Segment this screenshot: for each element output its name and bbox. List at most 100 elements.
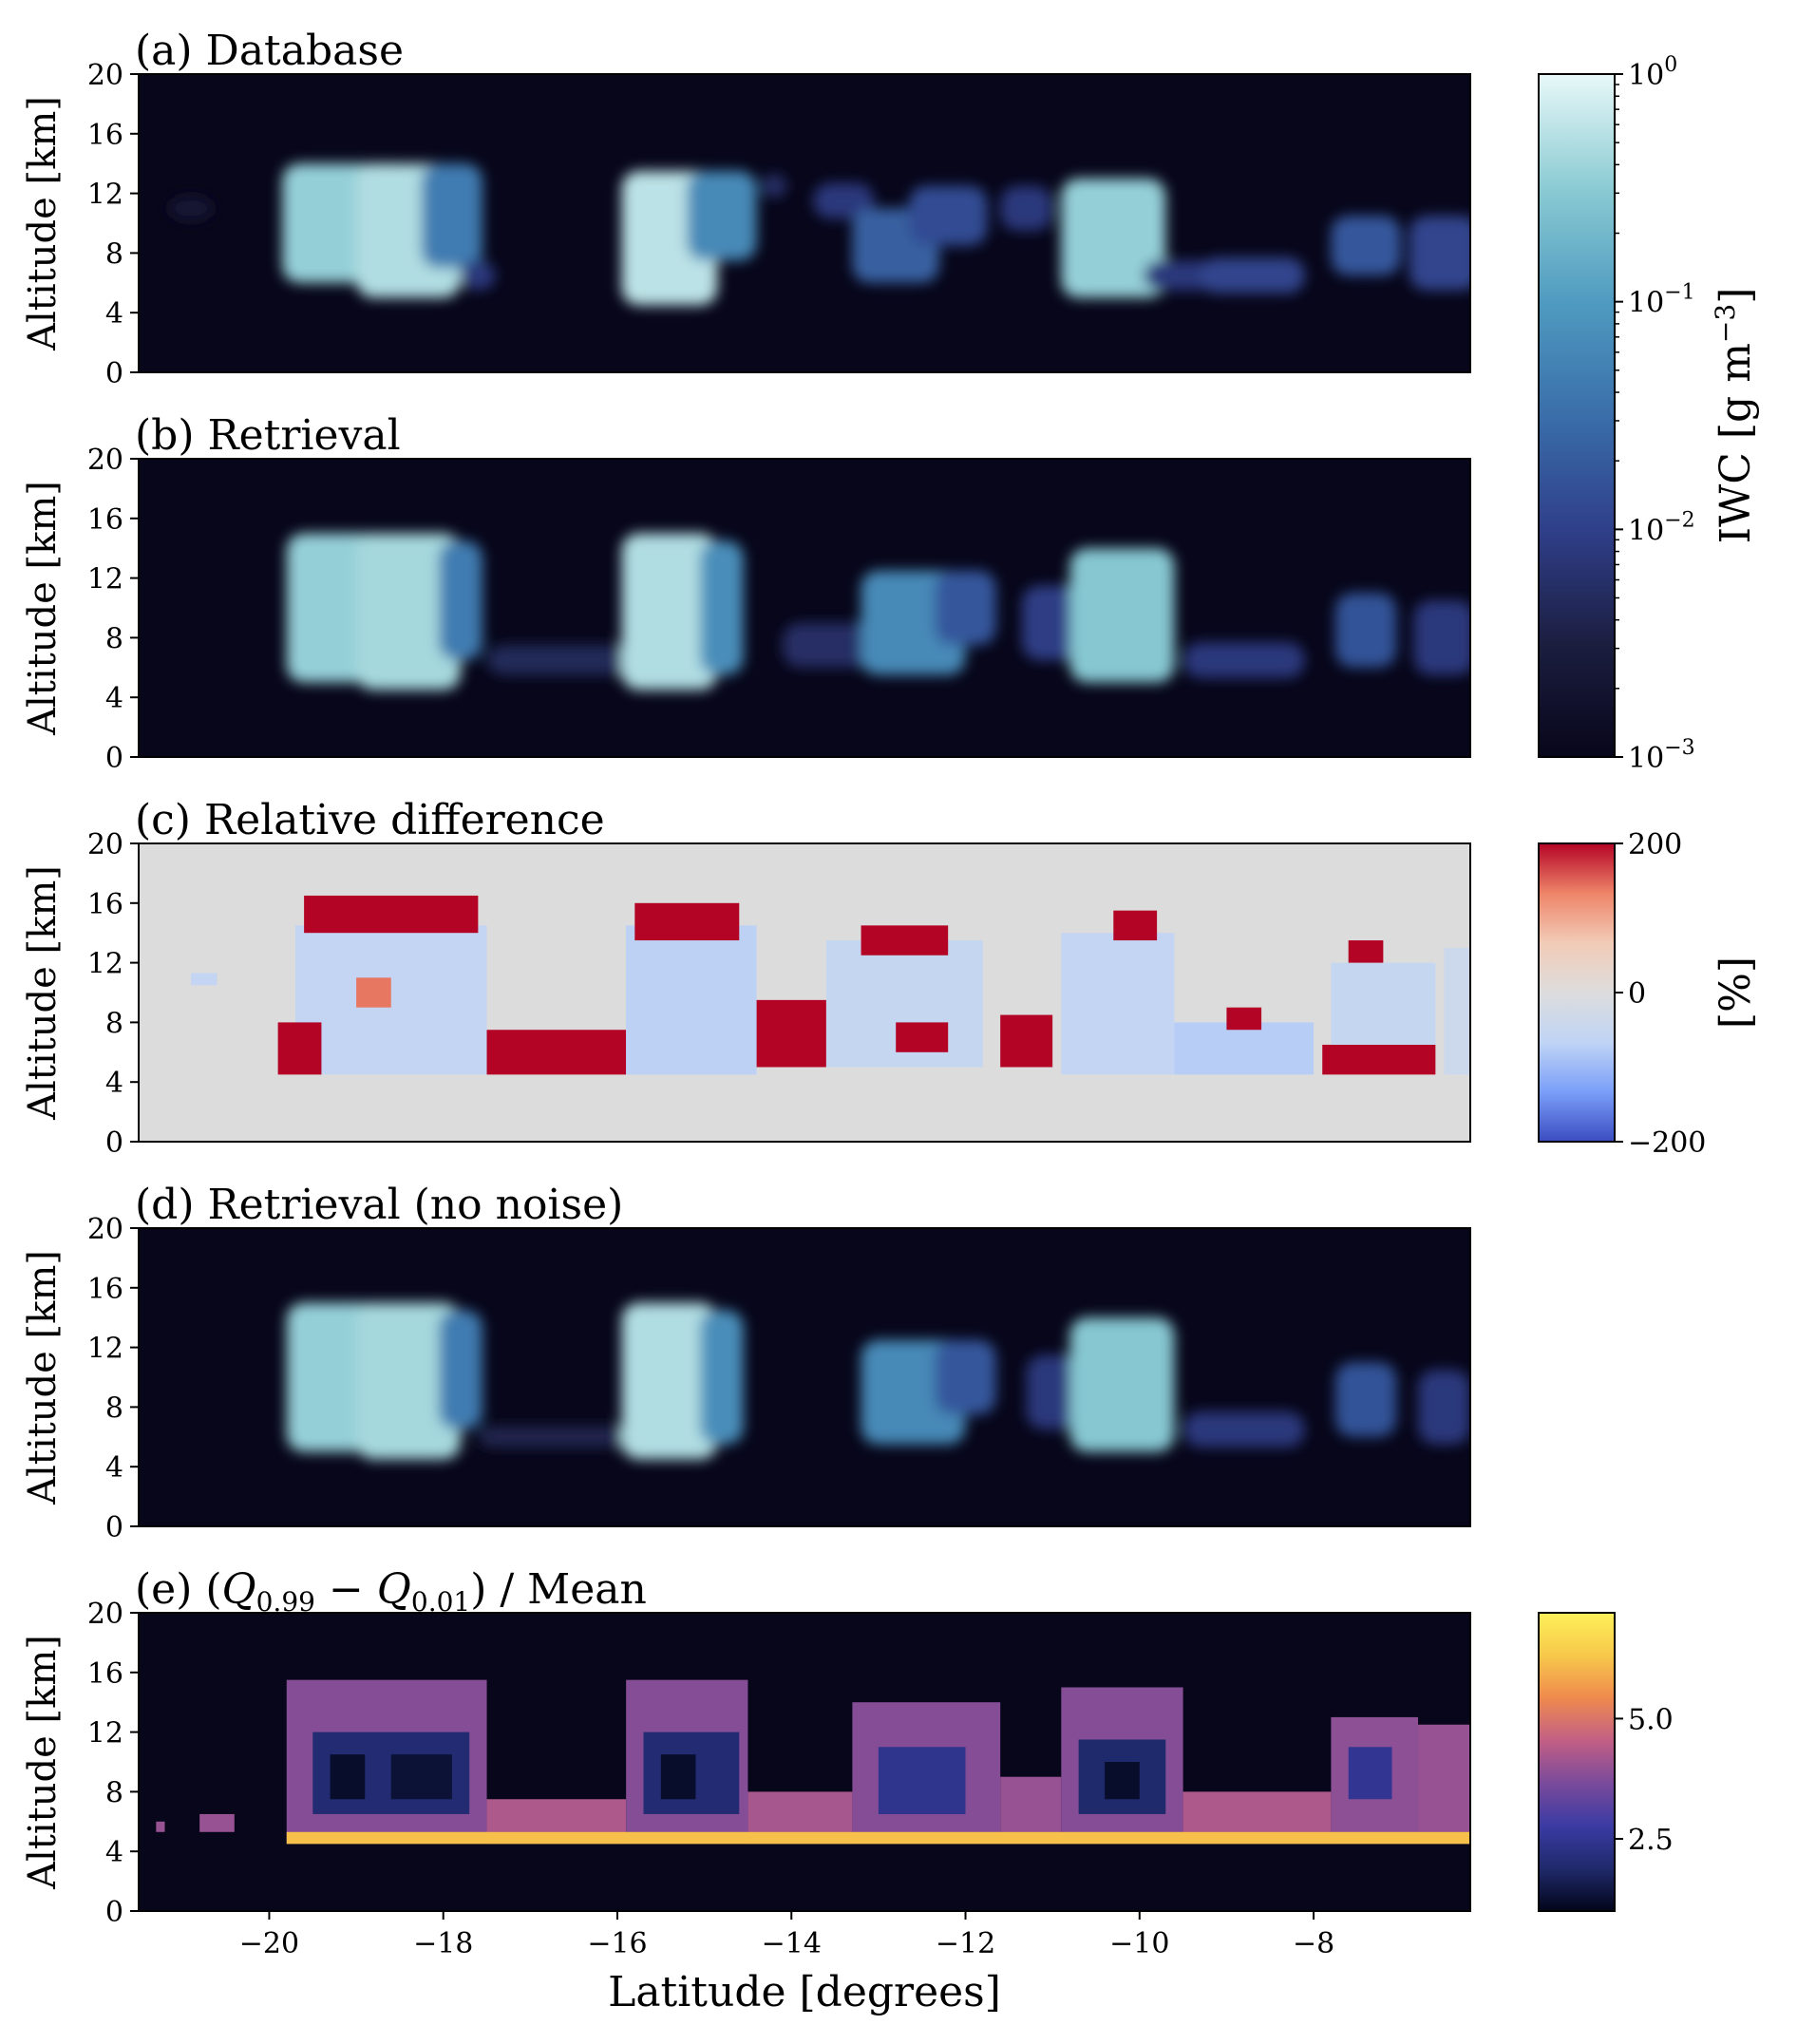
data-cell — [1226, 1007, 1262, 1031]
data-cell — [861, 925, 949, 956]
x-tick-label: −10 — [1109, 1927, 1169, 1960]
y-tick-label: 16 — [87, 1657, 123, 1691]
data-cell — [286, 1831, 1470, 1845]
iwc-cloud — [169, 196, 213, 220]
colorbar-gradient — [1538, 842, 1616, 1143]
y-tick-label: 4 — [105, 1451, 123, 1485]
data-cell — [1105, 1762, 1140, 1800]
axes-frame — [138, 842, 1471, 1143]
iwc-cloud — [421, 163, 482, 269]
data-cell — [190, 973, 218, 986]
y-tick-label: 0 — [105, 1896, 123, 1929]
x-tick-label: −12 — [936, 1927, 995, 1960]
y-tick-label: 20 — [87, 1213, 123, 1246]
y-tick-label: 20 — [87, 828, 123, 861]
iwc-cloud — [621, 533, 718, 691]
data-cell — [199, 1813, 235, 1832]
iwc-cloud — [439, 1310, 482, 1429]
y-tick-label: 8 — [105, 1007, 123, 1040]
iwc-cloud — [1061, 178, 1166, 298]
data-cell — [1000, 1014, 1053, 1068]
data-cell — [1113, 910, 1158, 941]
iwc-cloud — [813, 182, 875, 219]
iwc-cloud — [700, 1310, 744, 1445]
plot-area — [156, 1679, 1470, 1845]
plot-area — [286, 1302, 1470, 1460]
y-axis-label: Altitude [km] — [21, 1250, 65, 1505]
y-tick-label: 12 — [87, 1333, 123, 1366]
iwc-cloud — [486, 645, 661, 675]
data-cell — [1061, 933, 1175, 1075]
panel-d: 0 4 8 12 16 20 Altitude [km] (d) Retrieval (no … — [21, 1181, 1471, 1544]
x-tick-label: −16 — [587, 1927, 647, 1960]
x-tick-label: −18 — [413, 1927, 473, 1960]
colorbar-tick-label: 2.5 — [1628, 1824, 1674, 1857]
data-cell — [626, 925, 757, 1075]
plot-area — [190, 895, 1470, 1075]
data-cell — [390, 1754, 452, 1800]
y-tick-label: 0 — [105, 742, 123, 775]
panel-b: 0 4 8 12 16 20 Altitude [km] (b) Retrieval — [21, 411, 1471, 775]
y-tick-label: 16 — [87, 119, 123, 152]
colorbar-spread: 5.0 2.5 — [1538, 1612, 1674, 1912]
data-cell — [756, 999, 826, 1068]
iwc-cloud — [1000, 185, 1053, 231]
y-tick-label: 12 — [87, 948, 123, 981]
x-tick-label: −20 — [239, 1927, 299, 1960]
data-cell — [660, 1754, 696, 1800]
iwc-cloud — [1334, 593, 1397, 668]
colorbar-gradient — [1538, 73, 1616, 758]
colorbar-label: [%] — [1712, 956, 1760, 1029]
data-cell — [1444, 947, 1470, 1075]
data-cell — [565, 1030, 627, 1075]
iwc-cloud — [687, 171, 757, 261]
data-cell — [156, 1821, 165, 1832]
iwc-cloud — [1022, 585, 1084, 660]
y-tick-label: 16 — [87, 888, 123, 921]
iwc-cloud — [1069, 548, 1175, 683]
panel-title: (d) Retrieval (no noise) — [135, 1181, 623, 1229]
y-tick-label: 0 — [105, 1511, 123, 1544]
y-tick-label: 20 — [87, 1598, 123, 1631]
y-axis-label: Altitude [km] — [21, 1635, 65, 1890]
iwc-cloud — [700, 540, 744, 675]
y-tick-label: 8 — [105, 622, 123, 655]
axes-frame — [138, 1612, 1471, 1912]
data-cell — [634, 902, 740, 941]
plot-area — [169, 163, 1470, 306]
iwc-cloud — [935, 1339, 996, 1415]
axes-frame — [138, 1227, 1471, 1527]
panel-title: (b) Retrieval — [135, 411, 401, 460]
iwc-cloud — [1182, 1411, 1305, 1448]
y-tick-label: 8 — [105, 1776, 123, 1809]
colorbar-tick-label: 10−3 — [1628, 736, 1695, 775]
colorbar-label: IWC [g m−3] — [1710, 288, 1760, 544]
y-axis-label: Altitude [km] — [21, 865, 65, 1121]
iwc-cloud — [1200, 257, 1305, 293]
colorbar-tick-label: 0 — [1628, 977, 1646, 1011]
data-cell — [896, 1022, 949, 1052]
data-cell — [1348, 940, 1384, 963]
data-cell — [1322, 1044, 1436, 1075]
iwc-cloud — [621, 1302, 718, 1460]
y-tick-label: 20 — [87, 59, 123, 92]
iwc-cloud — [478, 1426, 653, 1448]
panel-e: 0 4 8 12 16 20 Altitude [km] (e) (Q0.99 − Q0.01… — [21, 1565, 1471, 2016]
colorbar-tick-label: 200 — [1628, 828, 1682, 861]
colorbar-tick-label: 100 — [1628, 53, 1677, 92]
panel-title: (c) Relative difference — [135, 796, 605, 844]
y-tick-label: 16 — [87, 1273, 123, 1306]
panel-title: (a) Database — [135, 27, 404, 75]
x-axis-label: Latitude [degrees] — [608, 1968, 1001, 2016]
data-cell — [330, 1754, 366, 1800]
y-tick-label: 12 — [87, 179, 123, 212]
axes-frame — [138, 458, 1471, 758]
x-tick-label: −14 — [762, 1927, 822, 1960]
iwc-cloud — [1413, 600, 1470, 675]
data-cell — [1418, 1724, 1470, 1845]
y-tick-label: 20 — [87, 444, 123, 477]
colorbar-iwc: 100 10−1 10−2 10−3 IWC [g m−3] — [1538, 53, 1760, 775]
data-cell — [1331, 962, 1436, 1045]
iwc-cloud — [1182, 642, 1305, 678]
